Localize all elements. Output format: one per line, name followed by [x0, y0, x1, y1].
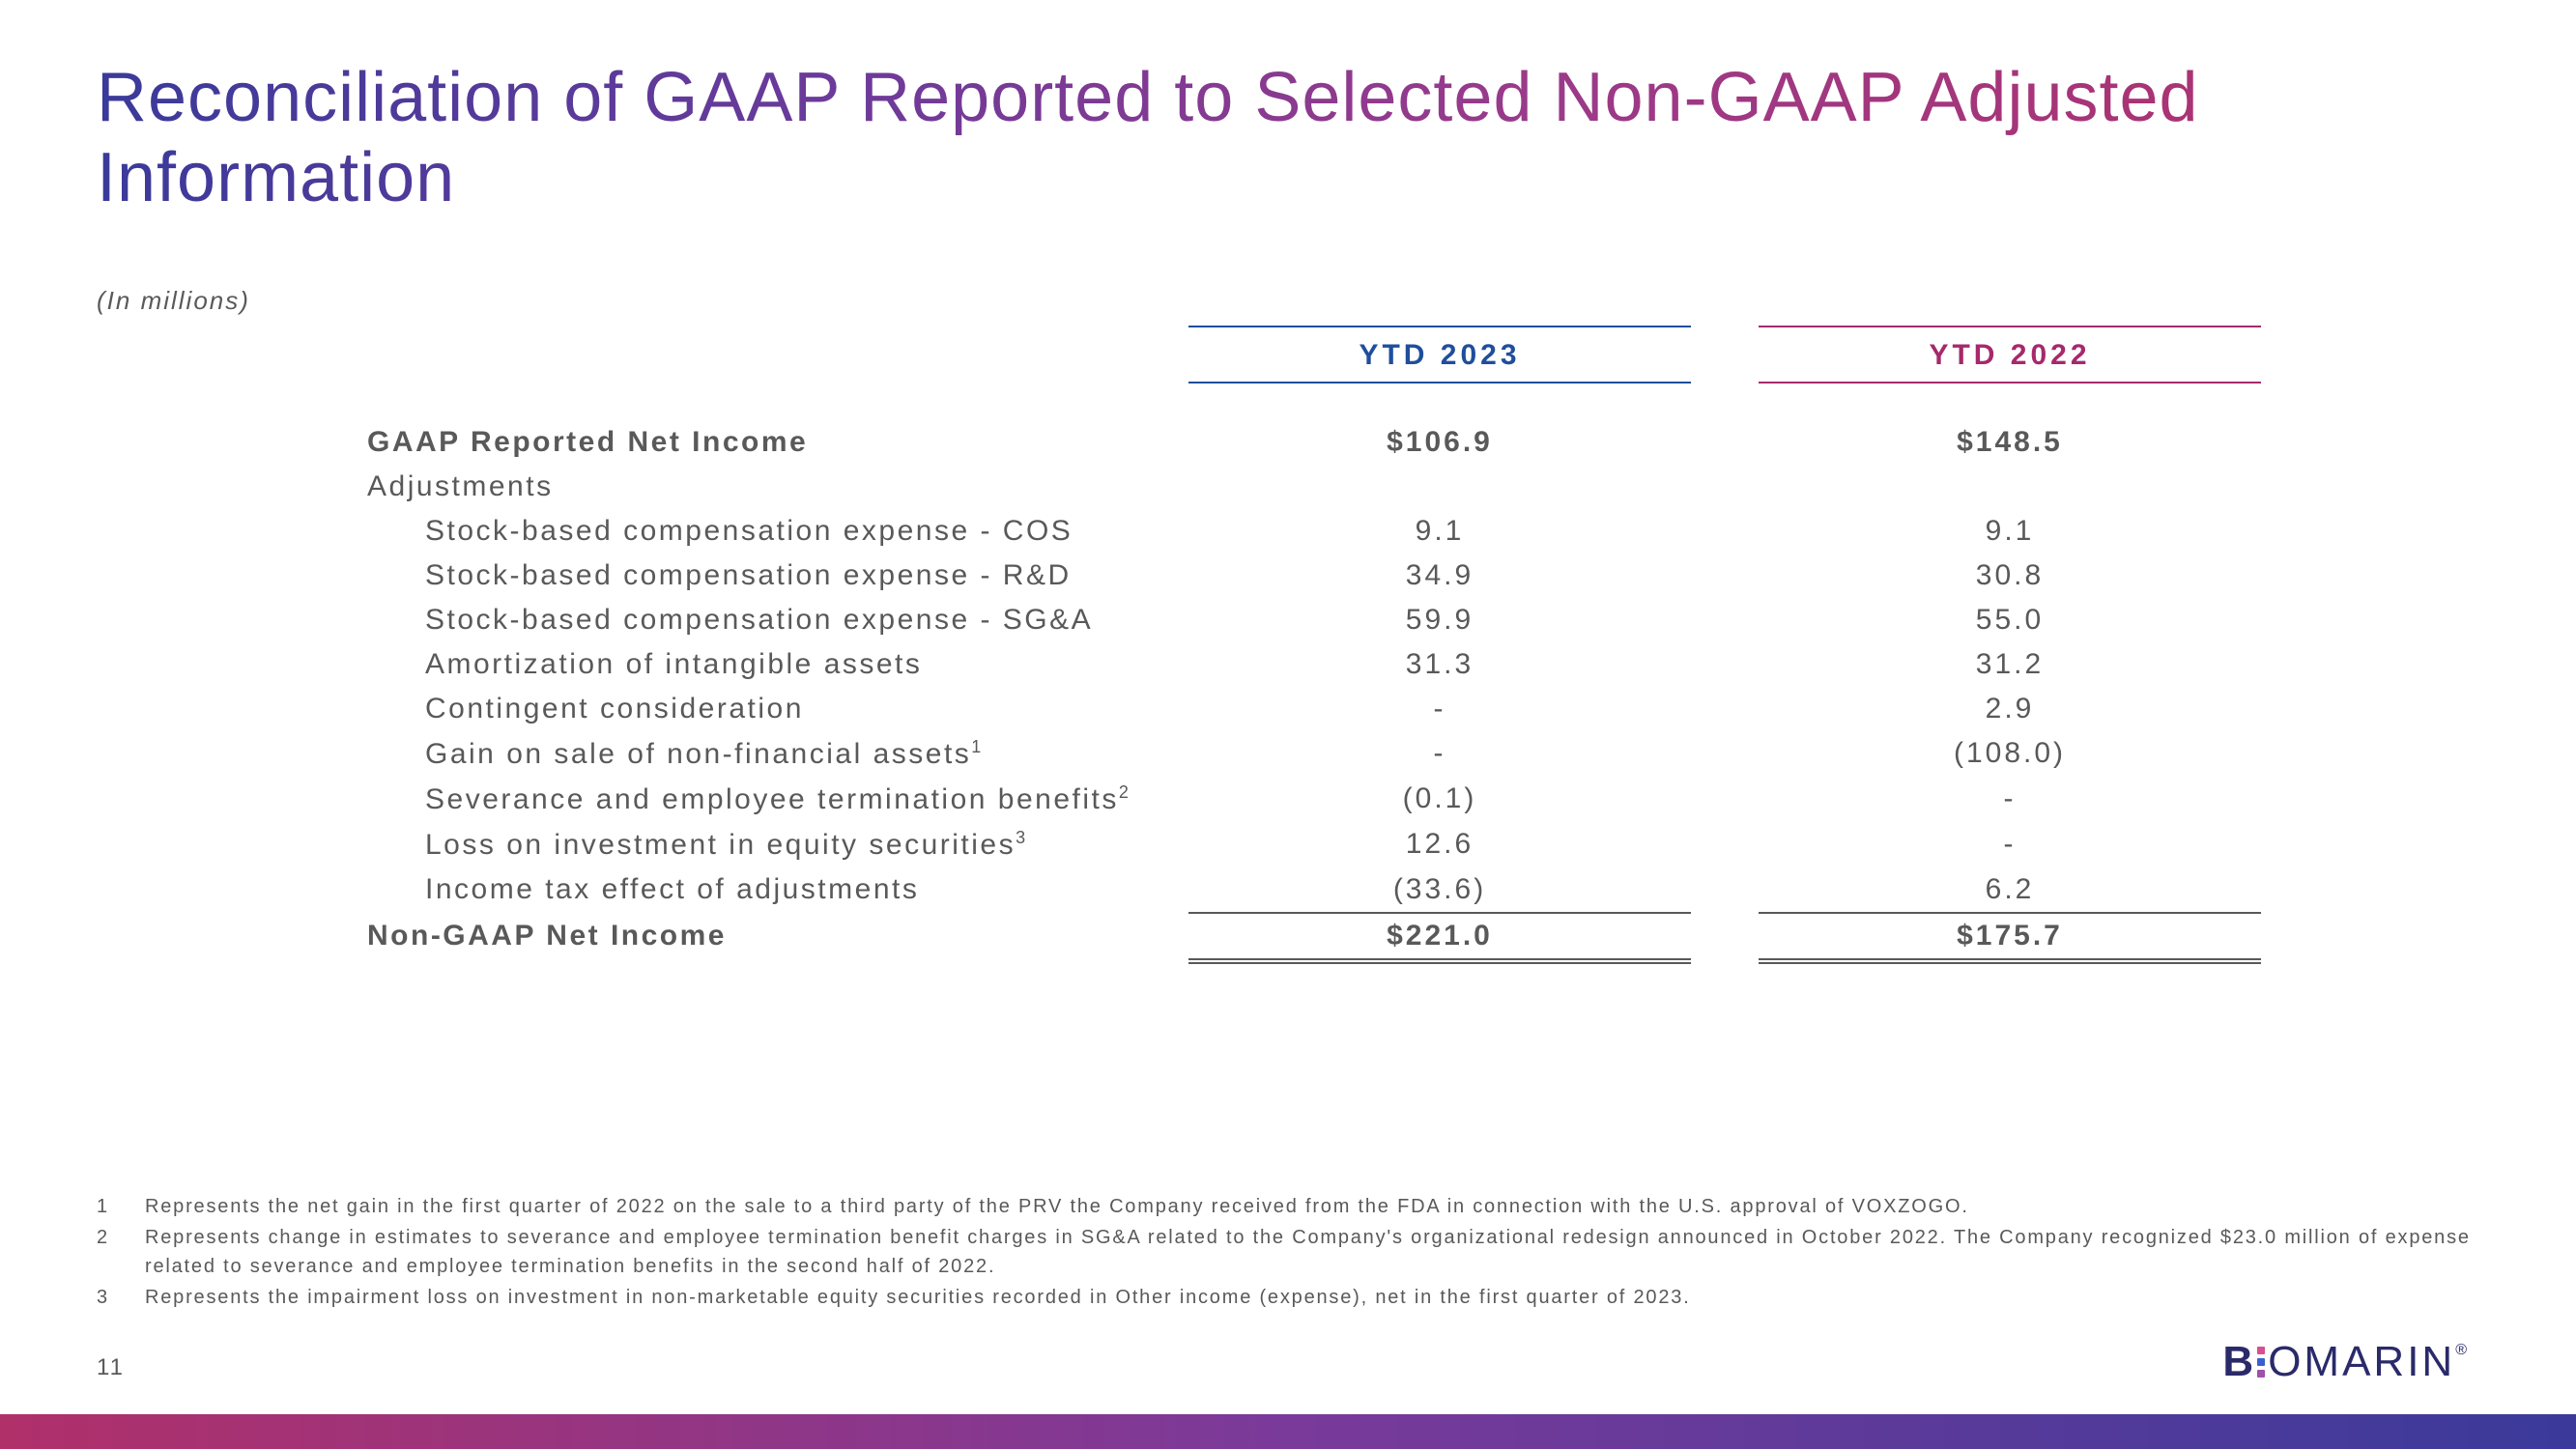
- row-gaap-v1: $106.9: [1188, 420, 1691, 465]
- row-contingent-label: Contingent consideration: [97, 687, 1188, 731]
- row-gain-sale-v1: -: [1188, 731, 1691, 777]
- row-tax-v1: (33.6): [1188, 867, 1691, 914]
- row-loss-eq-label: Loss on investment in equity securities3: [97, 822, 1188, 867]
- row-sbc-cos-v1: 9.1: [1188, 509, 1691, 554]
- row-severance-label: Severance and employee termination benef…: [97, 777, 1188, 822]
- row-gain-sale-v2: (108.0): [1759, 731, 2261, 777]
- row-sbc-cos-v2: 9.1: [1759, 509, 2261, 554]
- row-contingent-v1: -: [1188, 687, 1691, 731]
- row-sbc-cos-label: Stock-based compensation expense - COS: [97, 509, 1188, 554]
- footnote-2: 2 Represents change in estimates to seve…: [97, 1223, 2479, 1281]
- reconciliation-table: YTD 2023 YTD 2022 GAAP Reported Net Inco…: [97, 326, 2479, 964]
- slide-container: Reconciliation of GAAP Reported to Selec…: [0, 0, 2576, 1449]
- column-header-2023: YTD 2023: [1188, 326, 1691, 384]
- row-severance-v2: -: [1759, 777, 2261, 822]
- row-amort-label: Amortization of intangible assets: [97, 642, 1188, 687]
- row-sbc-rd-v1: 34.9: [1188, 554, 1691, 598]
- row-nongaap-v1: $221.0: [1188, 914, 1691, 964]
- row-nongaap-v2: $175.7: [1759, 914, 2261, 964]
- footnote-1: 1 Represents the net gain in the first q…: [97, 1192, 2479, 1221]
- bottom-gradient-bar: [0, 1414, 2576, 1449]
- row-loss-eq-v2: -: [1759, 822, 2261, 867]
- units-label: (In millions): [97, 286, 2479, 316]
- footnotes: 1 Represents the net gain in the first q…: [97, 1192, 2479, 1314]
- row-amort-v2: 31.2: [1759, 642, 2261, 687]
- row-tax-v2: 6.2: [1759, 867, 2261, 914]
- row-gaap-label: GAAP Reported Net Income: [97, 420, 1188, 465]
- row-sbc-rd-v2: 30.8: [1759, 554, 2261, 598]
- row-sbc-rd-label: Stock-based compensation expense - R&D: [97, 554, 1188, 598]
- row-nongaap-label: Non-GAAP Net Income: [97, 914, 1188, 964]
- row-tax-label: Income tax effect of adjustments: [97, 867, 1188, 914]
- row-adjustments-label: Adjustments: [97, 465, 1188, 509]
- row-gain-sale-label: Gain on sale of non-financial assets1: [97, 731, 1188, 777]
- row-severance-v1: (0.1): [1188, 777, 1691, 822]
- slide-title: Reconciliation of GAAP Reported to Selec…: [97, 58, 2479, 218]
- footnote-3: 3 Represents the impairment loss on inve…: [97, 1283, 2479, 1312]
- column-header-2022: YTD 2022: [1759, 326, 2261, 384]
- row-amort-v1: 31.3: [1188, 642, 1691, 687]
- row-sbc-sga-v1: 59.9: [1188, 598, 1691, 642]
- row-sbc-sga-v2: 55.0: [1759, 598, 2261, 642]
- row-sbc-sga-label: Stock-based compensation expense - SG&A: [97, 598, 1188, 642]
- biomarin-logo: BOMARIN®: [2222, 1338, 2470, 1386]
- row-loss-eq-v1: 12.6: [1188, 822, 1691, 867]
- row-gaap-v2: $148.5: [1759, 420, 2261, 465]
- row-contingent-v2: 2.9: [1759, 687, 2261, 731]
- page-number: 11: [97, 1354, 125, 1381]
